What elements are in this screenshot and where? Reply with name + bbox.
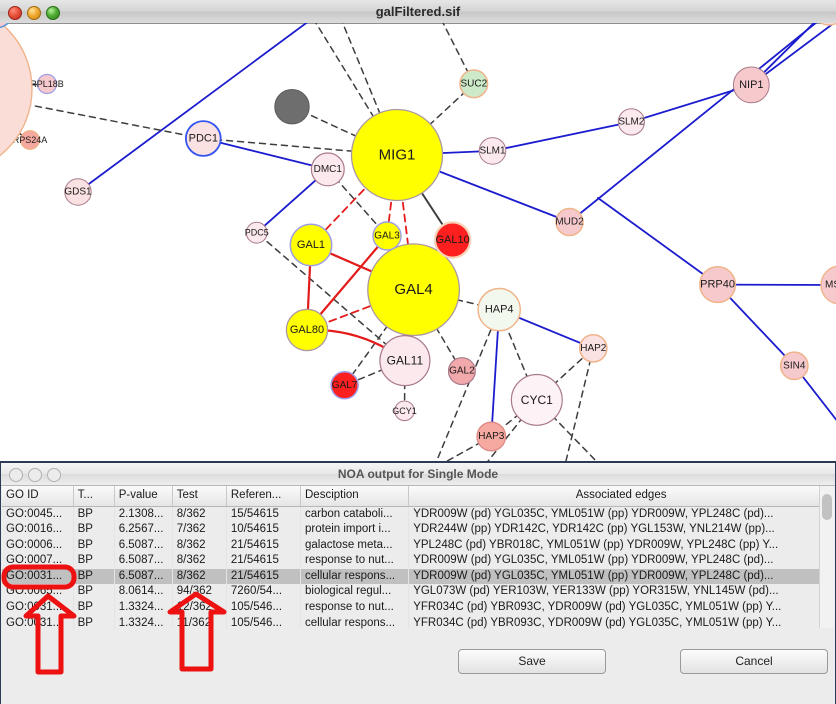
svg-text:GAL4: GAL4 xyxy=(394,281,432,298)
svg-text:HAP3: HAP3 xyxy=(478,431,505,442)
svg-text:GAL3: GAL3 xyxy=(374,231,400,242)
svg-text:DMC1: DMC1 xyxy=(314,164,343,175)
svg-text:GAL11: GAL11 xyxy=(387,354,424,368)
svg-text:GAL80: GAL80 xyxy=(290,324,324,336)
svg-text:NIP1: NIP1 xyxy=(739,79,763,91)
svg-text:SLM2: SLM2 xyxy=(618,116,645,127)
svg-text:SIN4: SIN4 xyxy=(783,360,806,371)
svg-text:CYC1: CYC1 xyxy=(521,393,553,407)
svg-text:HAP4: HAP4 xyxy=(485,304,514,316)
svg-text:GAL1: GAL1 xyxy=(297,239,325,251)
svg-text:GAL7: GAL7 xyxy=(332,380,358,391)
svg-text:GAL10: GAL10 xyxy=(435,234,469,246)
svg-text:SUC2: SUC2 xyxy=(460,78,487,89)
svg-text:SLM1: SLM1 xyxy=(479,145,506,156)
svg-text:MSI1: MSI1 xyxy=(825,280,836,291)
svg-text:MIG1: MIG1 xyxy=(379,147,416,164)
svg-text:HAP2: HAP2 xyxy=(580,343,607,354)
svg-text:PRP40: PRP40 xyxy=(700,279,735,291)
svg-text:GDS1: GDS1 xyxy=(64,187,92,198)
svg-text:RPL18B: RPL18B xyxy=(30,79,64,89)
svg-text:GAL2: GAL2 xyxy=(449,366,475,377)
svg-text:PDC5: PDC5 xyxy=(245,228,269,238)
svg-text:PDC1: PDC1 xyxy=(189,133,218,145)
svg-text:GCY1: GCY1 xyxy=(392,406,417,416)
svg-text:MUD2: MUD2 xyxy=(555,217,584,228)
